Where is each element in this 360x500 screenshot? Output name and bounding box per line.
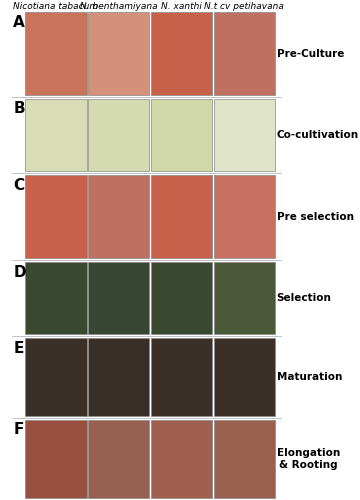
Text: Co-cultivation: Co-cultivation — [276, 130, 359, 140]
Bar — [88, 99, 149, 171]
Text: Selection: Selection — [276, 293, 332, 303]
Text: E: E — [13, 341, 24, 356]
Bar — [25, 420, 87, 498]
Bar — [88, 262, 149, 334]
Bar — [151, 175, 212, 258]
Bar — [151, 12, 212, 95]
Bar — [214, 262, 275, 334]
Text: N. benthamiyana: N. benthamiyana — [80, 2, 158, 11]
Text: C: C — [13, 178, 24, 192]
Bar — [25, 175, 87, 258]
Text: Elongation
& Rooting: Elongation & Rooting — [276, 448, 340, 469]
Text: A: A — [13, 14, 25, 30]
Text: Pre-Culture: Pre-Culture — [276, 48, 344, 58]
Text: Pre selection: Pre selection — [276, 212, 354, 222]
Text: Maturation: Maturation — [276, 372, 342, 382]
Bar — [151, 338, 212, 416]
Text: N. xanthi: N. xanthi — [161, 2, 202, 11]
Bar — [88, 12, 149, 95]
Bar — [151, 420, 212, 498]
Text: B: B — [13, 102, 25, 116]
Bar — [25, 338, 87, 416]
Text: N.t cv petihavana: N.t cv petihavana — [204, 2, 284, 11]
Bar — [214, 12, 275, 95]
Bar — [214, 338, 275, 416]
Text: Nicotiana tabacum: Nicotiana tabacum — [13, 2, 99, 11]
Text: F: F — [13, 422, 24, 438]
Bar — [151, 99, 212, 171]
Bar — [25, 12, 87, 95]
Bar — [25, 262, 87, 334]
Bar — [88, 175, 149, 258]
Bar — [88, 420, 149, 498]
Bar — [214, 99, 275, 171]
Bar — [88, 338, 149, 416]
Bar — [25, 99, 87, 171]
Bar — [214, 175, 275, 258]
Bar — [151, 262, 212, 334]
Bar — [214, 420, 275, 498]
Text: D: D — [13, 264, 26, 280]
